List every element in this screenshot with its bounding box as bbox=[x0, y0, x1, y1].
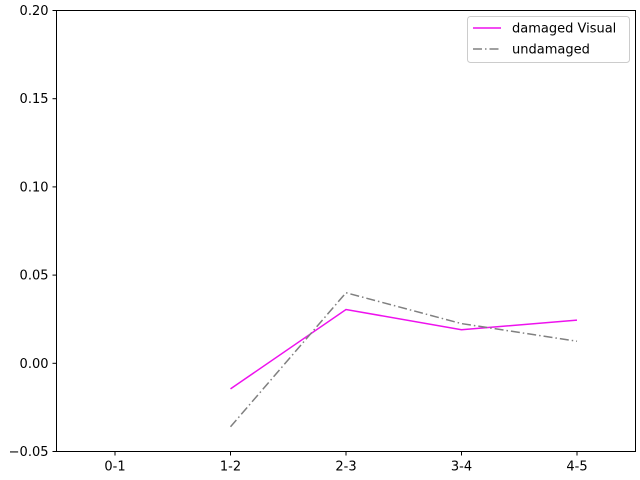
y-tick-label: 0.15 bbox=[20, 92, 49, 107]
series-line-undamaged bbox=[229, 291, 578, 428]
legend-label: undamaged bbox=[512, 43, 590, 58]
y-tick-label: 0.05 bbox=[20, 269, 49, 284]
x-tick-label: 0-1 bbox=[104, 460, 125, 475]
y-tick-label: −0.05 bbox=[9, 445, 49, 460]
legend-box bbox=[467, 16, 630, 63]
y-tick-label: 0.20 bbox=[20, 4, 49, 19]
y-tick-label: 0.10 bbox=[20, 180, 49, 195]
legend-label: damaged Visual bbox=[512, 22, 616, 37]
y-axis: 0.20 0.15 0.10 0.05 0.00 −0.05 bbox=[9, 4, 57, 460]
legend: damaged Visual undamaged bbox=[467, 16, 630, 63]
x-tick-label: 3-4 bbox=[451, 460, 472, 475]
x-tick-label: 4-5 bbox=[566, 460, 587, 475]
x-axis: 0-1 1-2 2-3 3-4 4-5 bbox=[104, 451, 588, 475]
x-tick-label: 2-3 bbox=[335, 460, 356, 475]
series-line-damaged-visual bbox=[230, 308, 578, 390]
x-tick-label: 1-2 bbox=[220, 460, 241, 475]
y-tick-label: 0.00 bbox=[20, 357, 49, 372]
series-layer bbox=[229, 291, 578, 428]
